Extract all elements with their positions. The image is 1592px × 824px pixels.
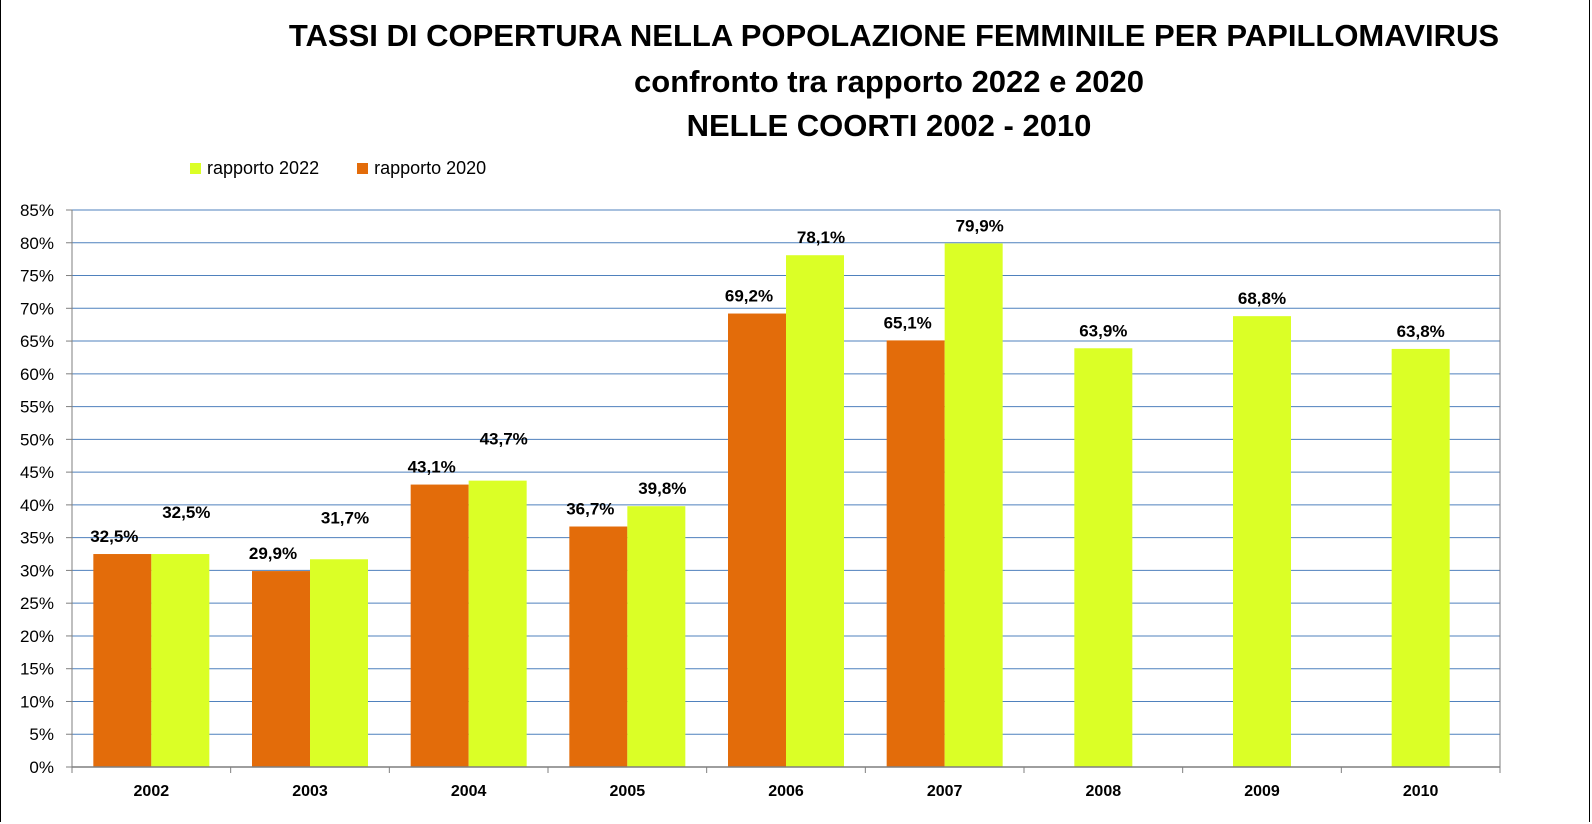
legend-label-2020: rapporto 2020 <box>374 158 487 178</box>
bar-rapporto-2020-2003 <box>252 571 310 767</box>
x-tick-label-2002: 2002 <box>134 783 170 800</box>
bar-layer <box>93 243 1450 768</box>
bar-rapporto-2022-2005 <box>627 506 686 767</box>
y-tick-label: 85% <box>20 201 54 220</box>
bar-rapporto-2022-2008 <box>1074 348 1133 767</box>
chart-title: TASSI DI COPERTURA NELLA POPOLAZIONE FEM… <box>288 18 1500 53</box>
y-tick-label: 20% <box>20 627 54 646</box>
y-tick-label: 60% <box>20 365 54 384</box>
x-tick-label-2007: 2007 <box>927 783 963 800</box>
bar-rapporto-2022-2003 <box>310 559 368 767</box>
y-tick-label: 30% <box>20 561 54 580</box>
bar-rapporto-2020-2007 <box>886 340 945 767</box>
y-tick-label: 45% <box>20 463 54 482</box>
bar-rapporto-2020-2005 <box>569 526 628 767</box>
y-tick-label: 35% <box>20 529 54 548</box>
y-tick-label: 40% <box>20 496 54 515</box>
y-tick-label: 70% <box>20 299 54 318</box>
y-tick-label: 25% <box>20 594 54 613</box>
data-label-rapporto-2020-2005: 36,7% <box>566 500 614 519</box>
x-tick-label-2009: 2009 <box>1244 783 1280 800</box>
y-tick-label: 0% <box>29 758 54 777</box>
data-label-rapporto-2020-2007: 65,1% <box>884 313 932 332</box>
y-tick-label: 15% <box>20 660 54 679</box>
y-tick-label: 10% <box>20 692 54 711</box>
y-tick-label: 55% <box>20 398 54 417</box>
label-layer: 32,5% 32,5% 29,9% 31,7% 43,1% 43,7% 36,7% 39,8%… <box>90 216 1445 563</box>
chart-subtitle-cohorts: NELLE COORTI 2002 - 2010 <box>686 108 1092 143</box>
data-label-rapporto-2022-2003: 31,7% <box>321 508 369 527</box>
legend-item-2022: rapporto 2022 <box>190 158 319 179</box>
data-label-rapporto-2022-2004: 43,7% <box>480 430 528 449</box>
y-tick-label: 75% <box>20 267 54 286</box>
data-label-rapporto-2020-2003: 29,9% <box>249 544 297 563</box>
data-label-rapporto-2022-2010: 63,8% <box>1397 322 1445 341</box>
y-tick-label: 80% <box>20 234 54 253</box>
legend-swatch-2022 <box>190 163 201 174</box>
data-label-rapporto-2022-2008: 63,9% <box>1079 321 1127 340</box>
y-tick-label: 5% <box>29 725 54 744</box>
bar-rapporto-2020-2004 <box>410 484 469 767</box>
bar-rapporto-2020-2006 <box>728 313 786 767</box>
axis-layer: 0% 5% 10% 15% 20% 25% 30% 35% 40% 45% 50% 55% 60% 65%… <box>20 201 1501 800</box>
data-label-rapporto-2022-2002: 32,5% <box>162 503 210 522</box>
chart-subtitle: confronto tra rapporto 2022 e 2020 <box>634 64 1144 99</box>
data-label-rapporto-2020-2002: 32,5% <box>90 527 138 546</box>
data-label-rapporto-2020-2006: 69,2% <box>725 287 773 306</box>
bar-rapporto-2020-2002 <box>93 554 152 767</box>
x-tick-label-2004: 2004 <box>451 783 487 800</box>
x-tick-label-2010: 2010 <box>1403 783 1439 800</box>
data-label-rapporto-2020-2004: 43,1% <box>408 458 456 477</box>
bar-rapporto-2022-2010 <box>1391 348 1450 767</box>
y-tick-label: 50% <box>20 430 54 449</box>
legend-item-2020: rapporto 2020 <box>357 158 486 179</box>
data-label-rapporto-2022-2007: 79,9% <box>956 216 1004 235</box>
y-tick-label: 65% <box>20 332 54 351</box>
data-label-rapporto-2022-2005: 39,8% <box>638 479 686 498</box>
chart-legend: rapporto 2022 rapporto 2020 <box>190 158 486 179</box>
data-label-rapporto-2022-2006: 78,1% <box>797 228 845 247</box>
x-tick-label-2003: 2003 <box>292 783 328 800</box>
bar-rapporto-2022-2002 <box>151 554 210 767</box>
bar-rapporto-2022-2007 <box>944 243 1003 768</box>
x-tick-label-2005: 2005 <box>610 783 646 800</box>
x-tick-label-2006: 2006 <box>768 783 804 800</box>
x-tick-label-2008: 2008 <box>1086 783 1122 800</box>
legend-swatch-2020 <box>357 163 369 174</box>
legend-label-2022: rapporto 2022 <box>207 158 320 178</box>
data-label-rapporto-2022-2009: 68,8% <box>1238 289 1286 308</box>
bar-rapporto-2022-2006 <box>786 255 844 767</box>
bar-rapporto-2022-2004 <box>468 480 527 767</box>
bar-rapporto-2022-2009 <box>1233 316 1291 767</box>
